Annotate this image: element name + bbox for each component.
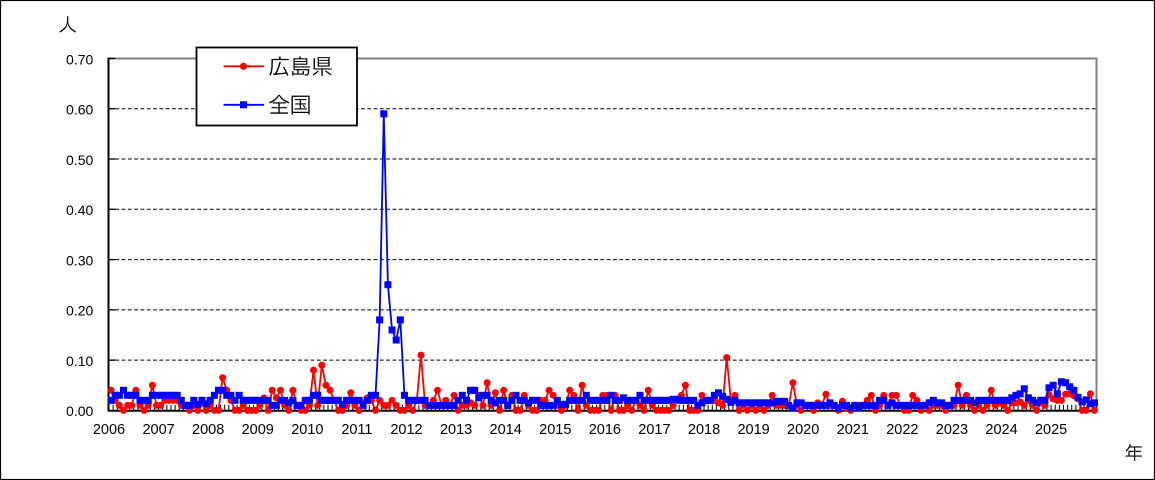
svg-text:2020: 2020 (787, 422, 819, 438)
svg-text:0.20: 0.20 (66, 303, 93, 319)
svg-text:2006: 2006 (93, 422, 125, 438)
svg-text:2025: 2025 (1035, 422, 1067, 438)
svg-text:2007: 2007 (142, 422, 174, 438)
svg-text:0.50: 0.50 (66, 152, 93, 168)
svg-text:2014: 2014 (490, 422, 522, 438)
svg-text:2017: 2017 (638, 422, 670, 438)
svg-text:2011: 2011 (341, 422, 372, 438)
svg-text:2024: 2024 (985, 422, 1017, 438)
svg-text:2008: 2008 (192, 422, 224, 438)
svg-text:2009: 2009 (242, 422, 274, 438)
svg-text:0.70: 0.70 (66, 51, 93, 67)
svg-text:2012: 2012 (390, 422, 422, 438)
svg-text:2010: 2010 (291, 422, 323, 438)
svg-text:0.40: 0.40 (66, 202, 93, 218)
svg-text:0.60: 0.60 (66, 102, 93, 118)
svg-text:2018: 2018 (688, 422, 720, 438)
svg-text:0.30: 0.30 (66, 252, 93, 268)
svg-text:2016: 2016 (589, 422, 621, 438)
svg-text:2015: 2015 (539, 422, 571, 438)
svg-text:2023: 2023 (936, 422, 968, 438)
svg-text:2021: 2021 (837, 422, 869, 438)
svg-text:2013: 2013 (440, 422, 472, 438)
svg-text:0.10: 0.10 (66, 353, 93, 369)
svg-text:2019: 2019 (737, 422, 769, 438)
svg-text:2022: 2022 (886, 422, 918, 438)
svg-text:0.00: 0.00 (66, 403, 93, 419)
